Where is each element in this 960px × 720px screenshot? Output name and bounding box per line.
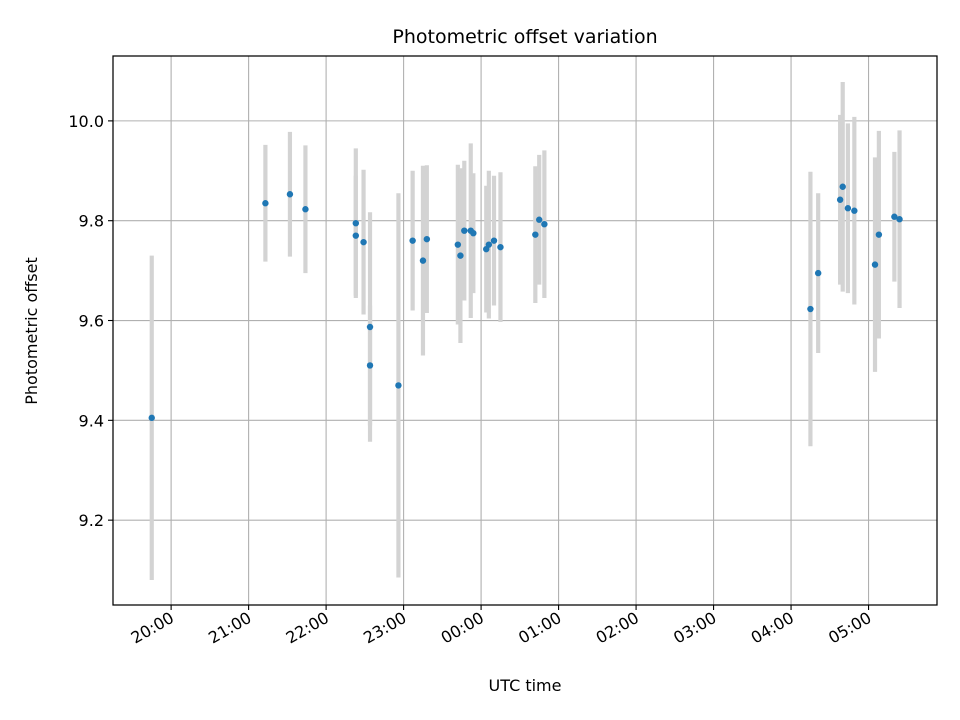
data-points [148, 183, 903, 422]
plot-area-frame [112, 55, 938, 606]
data-point [875, 231, 883, 238]
y-tick-label: 9.6 [79, 312, 104, 331]
data-point [419, 257, 427, 264]
data-point [409, 237, 416, 244]
chart-title: Photometric offset variation [392, 26, 657, 48]
data-point [532, 231, 539, 238]
data-point [461, 227, 468, 234]
data-point [814, 269, 822, 277]
x-axis-label: UTC time [489, 676, 562, 695]
data-point [497, 243, 504, 251]
y-axis-label: Photometric offset [22, 257, 41, 405]
data-point [871, 261, 879, 268]
data-point [839, 183, 846, 190]
data-point [352, 219, 360, 227]
data-point [302, 206, 309, 213]
data-point [807, 305, 814, 313]
grid [113, 56, 937, 605]
data-point [360, 238, 367, 246]
data-point [536, 216, 543, 223]
y-tick-label: 10.0 [68, 112, 104, 131]
data-point [423, 235, 431, 243]
data-point [366, 323, 374, 331]
data-point [490, 237, 498, 244]
data-point [457, 252, 464, 259]
data-point [541, 220, 548, 228]
data-point [470, 229, 477, 237]
data-point [395, 382, 402, 389]
y-tick-label: 9.2 [79, 511, 104, 530]
data-point [352, 232, 360, 239]
data-point [262, 200, 269, 207]
data-point [454, 241, 462, 248]
data-point [286, 191, 294, 198]
y-tick-label: 9.8 [79, 212, 104, 231]
y-axis: 9.2 9.4 9.6 9.8 10.0 [68, 112, 113, 530]
data-point [844, 205, 852, 212]
data-point [836, 196, 844, 203]
data-point [366, 362, 374, 369]
data-point [896, 216, 903, 223]
data-point [851, 207, 858, 214]
data-point [891, 213, 898, 220]
data-point [148, 414, 155, 422]
y-tick-label: 9.4 [79, 411, 104, 430]
data-point [485, 241, 493, 248]
